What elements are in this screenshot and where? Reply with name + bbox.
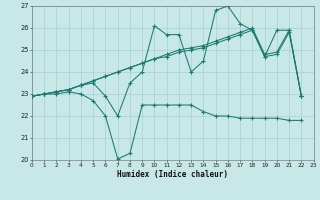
X-axis label: Humidex (Indice chaleur): Humidex (Indice chaleur) [117,170,228,179]
